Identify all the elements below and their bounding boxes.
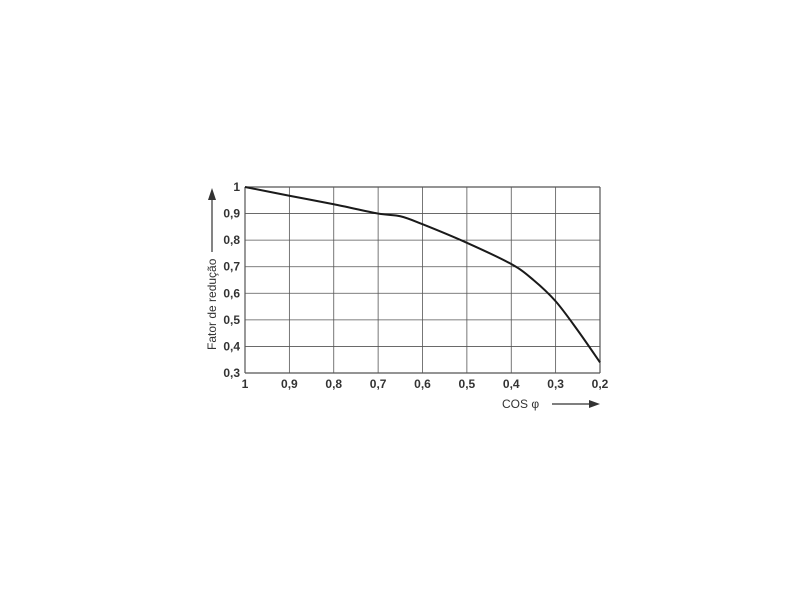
x-tick-label: 0,5 (459, 377, 476, 391)
y-tick-label: 0,5 (223, 313, 240, 327)
x-axis-arrow-head (589, 400, 600, 408)
x-tick-label: 0,6 (414, 377, 431, 391)
x-tick-label: 0,7 (370, 377, 387, 391)
y-tick-labels: 0,3 0,4 0,5 0,6 0,7 0,8 0,9 1 (223, 180, 240, 380)
x-axis-label: COS φ (502, 397, 539, 411)
y-tick-label: 0,6 (223, 286, 240, 300)
x-tick-label: 1 (242, 377, 249, 391)
x-tick-label: 0,8 (325, 377, 342, 391)
y-tick-label: 0,9 (223, 207, 240, 221)
x-tick-label: 0,2 (592, 377, 609, 391)
x-tick-label: 0,9 (281, 377, 298, 391)
y-axis-arrow-head (208, 188, 216, 200)
x-tick-label: 0,3 (547, 377, 564, 391)
y-axis-label: Fator de redução (205, 258, 219, 350)
y-tick-label: 0,8 (223, 233, 240, 247)
x-tick-label: 0,4 (503, 377, 520, 391)
y-tick-label: 1 (233, 180, 240, 194)
y-tick-label: 0,7 (223, 260, 240, 274)
x-tick-labels: 1 0,9 0,8 0,7 0,6 0,5 0,4 0,3 0,2 (242, 377, 609, 391)
series-line (244, 186, 601, 363)
y-tick-label: 0,4 (223, 339, 240, 353)
grid (244, 186, 601, 374)
y-tick-label: 0,3 (223, 366, 240, 380)
